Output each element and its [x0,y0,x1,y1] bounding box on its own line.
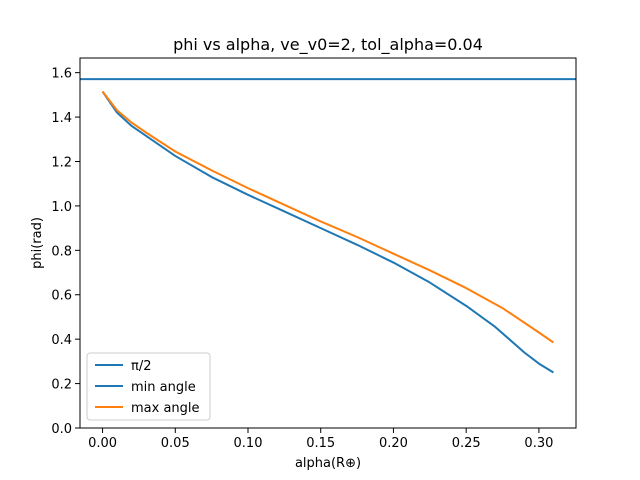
legend-label-2: max angle [131,401,200,416]
legend-label-1: min angle [131,380,196,395]
legend-label-0: π/2 [131,359,151,374]
ticks-layer: 0.00 0.05 0.10 0.15 0.20 0.25 0.30 0.0 0.2 0.4 0.6… [51,67,553,451]
x-tick-label-1: 0.05 [161,436,190,451]
plot-area-frame [79,57,577,429]
y-tick-label-5: 1.0 [51,200,72,215]
y-tick-label-0: 0.0 [51,422,72,437]
x-tick-label-0: 0.00 [88,436,117,451]
y-tick-label-3: 0.6 [51,289,72,304]
series-layer [80,78,576,374]
chart-title: phi vs alpha, ve_v0=2, tol_alpha=0.04 [173,35,483,55]
y-tick-label-6: 1.2 [51,155,72,170]
legend: π/2 min angle max angle [86,352,211,421]
x-tick-label-4: 0.20 [379,436,408,451]
y-axis-label: phi(rad) [30,217,45,269]
legend-box [86,352,211,421]
y-tick-label-8: 1.6 [51,67,72,82]
x-tick-label-6: 0.30 [524,436,553,451]
y-tick-label-7: 1.4 [51,111,72,126]
x-axis-label: alpha(R⊕) [295,456,361,471]
y-tick-label-1: 0.2 [51,378,72,393]
series-line-2 [101,90,555,344]
x-tick-label-2: 0.10 [234,436,263,451]
x-tick-label-5: 0.25 [452,436,481,451]
y-tick-label-2: 0.4 [51,333,72,348]
series-line-1 [101,90,554,374]
x-tick-label-3: 0.15 [306,436,335,451]
y-tick-label-4: 0.8 [51,244,72,259]
